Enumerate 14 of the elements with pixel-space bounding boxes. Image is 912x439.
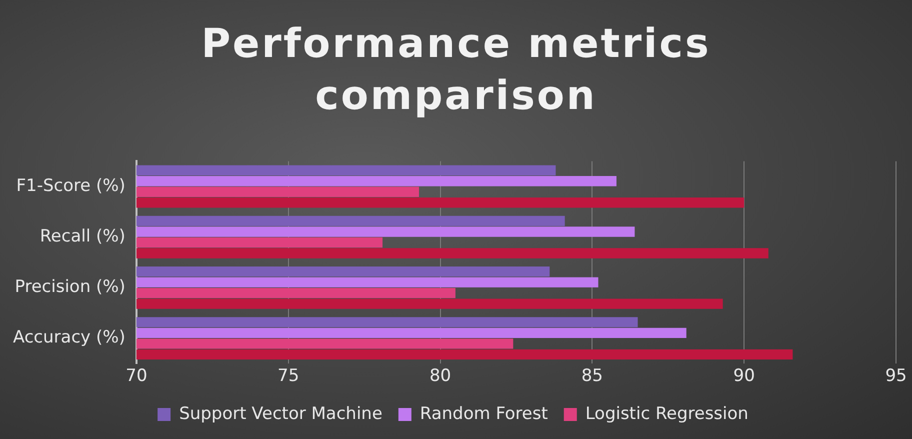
- legend-label: Random Forest: [420, 404, 548, 424]
- y-tick-label: Precision (%): [14, 277, 126, 298]
- x-tick-label: 75: [278, 366, 300, 386]
- x-tick-label: 90: [733, 366, 755, 386]
- x-tick-label: 95: [885, 366, 907, 386]
- chart-title: Performance metrics comparison: [200, 20, 712, 121]
- x-tick-label: 70: [126, 366, 148, 386]
- y-tick-label: Recall (%): [40, 226, 126, 247]
- y-tick-label: Accuracy (%): [12, 328, 126, 348]
- legend-label: Support Vector Machine: [179, 404, 382, 424]
- legend-label: Logistic Regression: [585, 404, 748, 424]
- x-tick-label: 80: [429, 366, 452, 386]
- y-tick-label: F1-Score (%): [16, 176, 126, 196]
- x-tick-label: 85: [581, 366, 603, 386]
